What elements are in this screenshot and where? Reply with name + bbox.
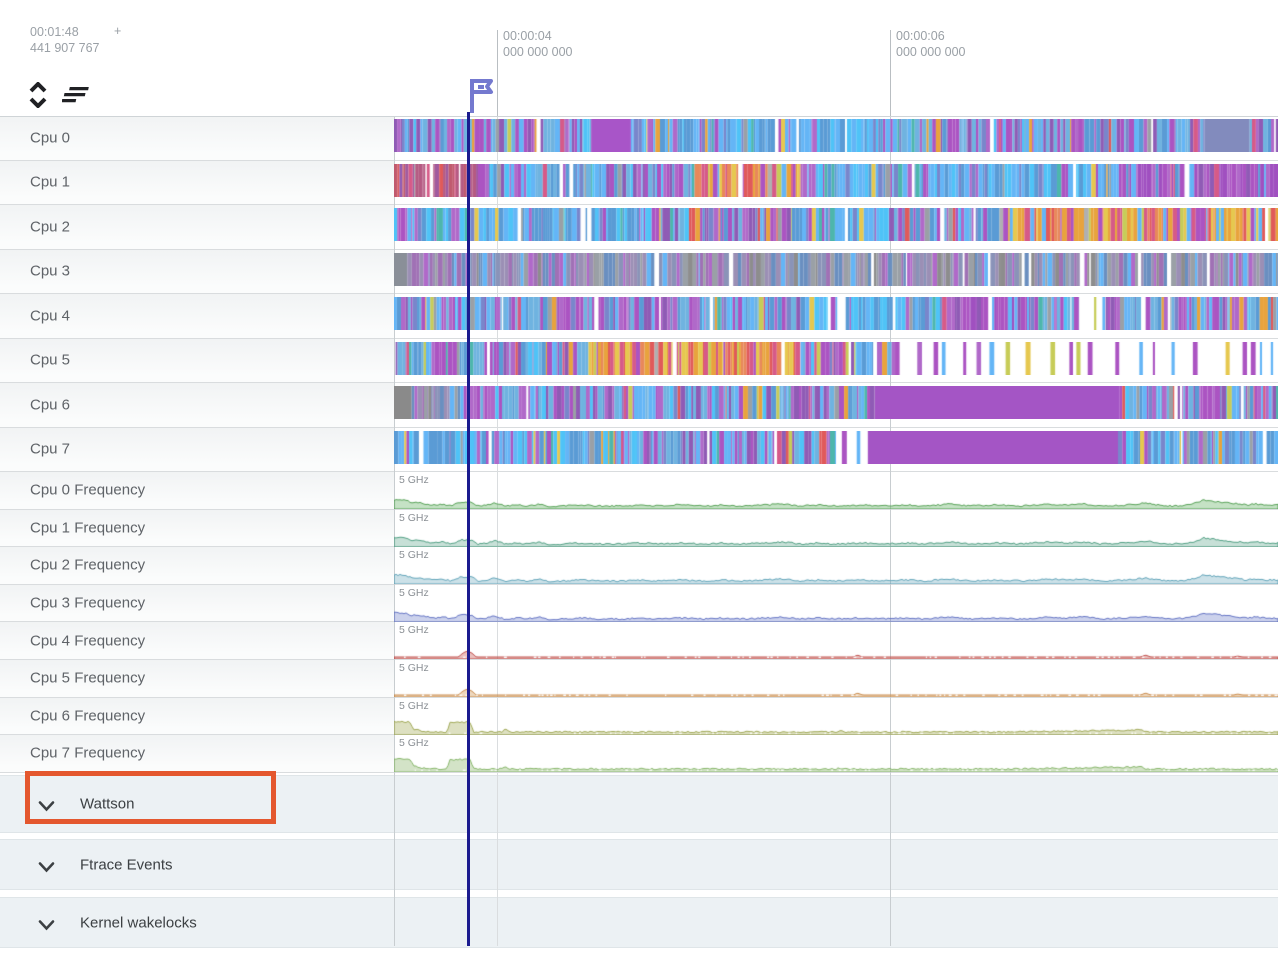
track-label: Cpu 0 Frequency (30, 481, 146, 499)
cpu-slices-canvas[interactable] (394, 208, 1278, 241)
cpu-slices-canvas[interactable] (394, 163, 1278, 197)
freq-scale-label: 5 GHz (399, 662, 429, 674)
track-label: Cpu 5 (30, 351, 71, 369)
track-shell[interactable]: Cpu 6 (0, 383, 394, 427)
track-label: Cpu 0 (30, 129, 71, 147)
freq-counter-canvas[interactable] (394, 529, 1278, 547)
track-label: Cpu 4 (30, 307, 71, 325)
cpu-freq-track-row: Cpu 2 Frequency 5 GHz (0, 547, 1278, 585)
time-gridline (497, 30, 498, 946)
cpu-slices-canvas[interactable] (394, 252, 1278, 286)
cpu-slices-canvas[interactable] (394, 341, 1278, 375)
freq-counter-canvas[interactable] (394, 567, 1278, 585)
freq-scale-label: 5 GHz (399, 511, 429, 524)
cpu-freq-track-row: Cpu 6 Frequency 5 GHz (0, 697, 1278, 736)
cpu-slices-canvas[interactable] (394, 297, 1278, 330)
cpu-slices-canvas[interactable] (394, 430, 1278, 464)
track-shell[interactable]: Cpu 3 (0, 249, 394, 293)
freq-scale-label: 5 GHz (399, 737, 429, 750)
track-shell[interactable]: Cpu 6 Frequency (0, 697, 394, 735)
freq-scale-label: 5 GHz (399, 699, 429, 712)
cursor-timestamp: 00:01:48 441 907 767 (30, 25, 100, 55)
track-label: Cpu 1 (30, 173, 71, 191)
group-label: Ftrace Events (80, 856, 173, 873)
chevron-down-icon[interactable] (38, 799, 55, 812)
track-shell[interactable]: Cpu 1 (0, 160, 394, 204)
track-shell[interactable]: Cpu 2 Frequency (0, 547, 394, 584)
sort-tracks-icon[interactable] (61, 86, 90, 104)
group-row-kernel-wakelocks[interactable]: Kernel wakelocks (0, 897, 1278, 948)
cpu-track-row: Cpu 2 (0, 205, 1278, 250)
track-shell[interactable]: Cpu 2 (0, 205, 394, 249)
track-label: Cpu 2 Frequency (30, 556, 146, 574)
tick-label: 00:00:04 000 000 000 (503, 29, 573, 59)
group-row-ftrace-events[interactable]: Ftrace Events (0, 839, 1278, 890)
freq-scale-label: 5 GHz (399, 474, 429, 486)
ruler-tick (497, 30, 498, 116)
cpu-track-row: Cpu 7 (0, 427, 1278, 472)
freq-scale-label: 5 GHz (399, 586, 429, 599)
track-shell[interactable]: Cpu 1 Frequency (0, 509, 394, 547)
chevron-down-icon[interactable] (38, 917, 55, 930)
cpu-freq-track-row: Cpu 4 Frequency 5 GHz (0, 622, 1278, 660)
track-shell[interactable]: Cpu 3 Frequency (0, 584, 394, 622)
track-shell[interactable]: Cpu 7 (0, 427, 394, 471)
freq-counter-canvas[interactable] (394, 755, 1278, 773)
track-label: Cpu 1 Frequency (30, 519, 146, 537)
cpu-freq-track-row: Cpu 5 Frequency 5 GHz (0, 660, 1278, 698)
freq-counter-canvas[interactable] (394, 642, 1278, 660)
group-label: Kernel wakelocks (80, 914, 197, 931)
cpu-slices-canvas[interactable] (394, 386, 1278, 419)
cursor-timestamp-plus: + (114, 24, 122, 38)
track-label: Cpu 4 Frequency (30, 632, 146, 650)
freq-scale-label: 5 GHz (399, 549, 429, 562)
unfold-tracks-icon[interactable] (28, 81, 48, 109)
track-label: Cpu 3 Frequency (30, 594, 146, 612)
track-shell[interactable]: Cpu 7 Frequency (0, 735, 394, 772)
cpu-freq-track-row: Cpu 1 Frequency 5 GHz (0, 509, 1278, 548)
track-shell[interactable]: Cpu 4 Frequency (0, 622, 394, 659)
track-shell[interactable]: Cpu 5 Frequency (0, 660, 394, 697)
freq-counter-canvas[interactable] (394, 492, 1278, 510)
cpu-track-row: Cpu 6 (0, 383, 1278, 428)
timeline-ruler[interactable]: 00:01:48 441 907 767 + 00:00:04 000 000 0… (0, 0, 1278, 117)
cpu-track-row: Cpu 4 (0, 294, 1278, 339)
track-shell[interactable]: Cpu 0 (0, 116, 394, 160)
cpu-freq-track-row: Cpu 7 Frequency 5 GHz (0, 735, 1278, 773)
freq-counter-canvas[interactable] (394, 717, 1278, 735)
cpu-track-row: Cpu 1 (0, 160, 1278, 205)
chevron-down-icon[interactable] (38, 859, 55, 872)
track-shell[interactable]: Cpu 4 (0, 294, 394, 338)
ruler-tick (890, 30, 891, 116)
freq-counter-canvas[interactable] (394, 680, 1278, 698)
track-shell[interactable]: Cpu 0 Frequency (0, 472, 394, 509)
group-label: Wattson (80, 795, 135, 813)
track-label: Cpu 6 Frequency (30, 707, 146, 725)
track-label: Cpu 5 Frequency (30, 669, 146, 687)
freq-scale-label: 5 GHz (399, 624, 429, 637)
track-label: Cpu 6 (30, 396, 71, 414)
cpu-freq-track-row: Cpu 3 Frequency 5 GHz (0, 584, 1278, 623)
flag-marker-icon[interactable] (464, 76, 498, 119)
cpu-track-row: Cpu 3 (0, 249, 1278, 294)
cpu-track-row: Cpu 5 (0, 338, 1278, 383)
cpu-freq-track-row: Cpu 0 Frequency 5 GHz (0, 472, 1278, 510)
cpu-slices-canvas[interactable] (394, 119, 1278, 152)
track-shell[interactable]: Cpu 5 (0, 338, 394, 382)
time-gridline (394, 30, 395, 946)
flag-marker-line[interactable] (467, 112, 470, 946)
track-label: Cpu 3 (30, 262, 71, 280)
wattson-highlight-box (25, 771, 276, 824)
freq-counter-canvas[interactable] (394, 604, 1278, 622)
track-label: Cpu 2 (30, 218, 71, 236)
track-label: Cpu 7 (30, 440, 71, 458)
tick-label: 00:00:06 000 000 000 (896, 29, 966, 59)
time-gridline (890, 30, 891, 946)
track-label: Cpu 7 Frequency (30, 744, 146, 762)
cpu-track-row: Cpu 0 (0, 116, 1278, 161)
